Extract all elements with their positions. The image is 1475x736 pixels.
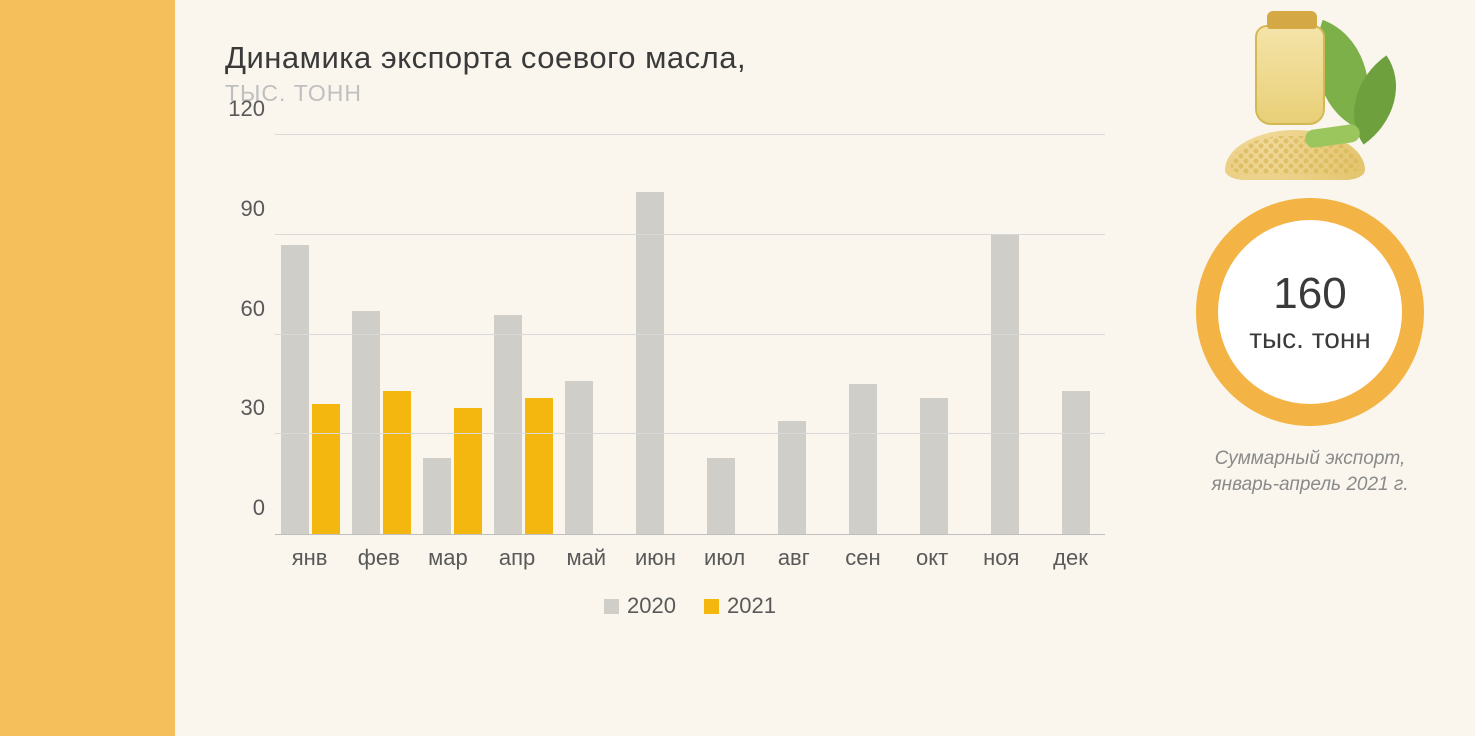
bar [312, 404, 340, 534]
bar [636, 192, 664, 534]
x-axis-labels: янвфевмарапрмайиюниюлавгсеноктноядек [275, 545, 1105, 571]
month-group [275, 135, 346, 534]
main-panel: Динамика экспорта соевого масла, ТЫС. ТО… [175, 0, 1475, 736]
y-tick-label: 90 [220, 196, 265, 222]
month-group [559, 135, 630, 534]
x-tick-label: янв [275, 545, 344, 571]
left-accent-stripe [0, 0, 175, 736]
bar [494, 315, 522, 534]
x-tick-label: ноя [967, 545, 1036, 571]
month-group [985, 135, 1056, 534]
gridline [275, 134, 1105, 135]
x-tick-label: сен [828, 545, 897, 571]
legend-item: 2020 [604, 593, 676, 619]
y-tick-label: 60 [220, 296, 265, 322]
legend-item: 2021 [704, 593, 776, 619]
chart-plot-area: 0306090120 [275, 135, 1105, 535]
kpi-unit: тыс. тонн [1249, 323, 1371, 355]
bar [281, 245, 309, 534]
month-group [488, 135, 559, 534]
month-group [701, 135, 772, 534]
x-tick-label: фев [344, 545, 413, 571]
y-tick-label: 0 [220, 495, 265, 521]
x-tick-label: авг [759, 545, 828, 571]
side-panel: 160 тыс. тонн Суммарный экспорт, январь-… [1185, 20, 1435, 497]
soy-pod-icon [1304, 123, 1361, 148]
x-tick-label: дек [1036, 545, 1105, 571]
legend-label: 2020 [627, 593, 676, 619]
bar [778, 421, 806, 534]
gridline [275, 433, 1105, 434]
bar [991, 235, 1019, 534]
month-group [630, 135, 701, 534]
bar [920, 398, 948, 534]
legend-swatch [704, 599, 719, 614]
x-tick-label: июл [690, 545, 759, 571]
kpi-caption: Суммарный экспорт, январь-апрель 2021 г. [1211, 446, 1408, 497]
month-group [914, 135, 985, 534]
soybean-oil-icon [1210, 20, 1410, 180]
month-group [417, 135, 488, 534]
y-tick-label: 30 [220, 395, 265, 421]
kpi-circle: 160 тыс. тонн [1196, 198, 1424, 426]
x-tick-label: май [552, 545, 621, 571]
month-group [843, 135, 914, 534]
x-tick-label: окт [898, 545, 967, 571]
bar [352, 311, 380, 534]
month-group [772, 135, 843, 534]
bar [565, 381, 593, 534]
bar [707, 458, 735, 534]
bar-chart: 0306090120 янвфевмарапрмайиюниюлавгсенок… [225, 135, 1105, 619]
gridline [275, 334, 1105, 335]
kpi-value: 160 [1273, 269, 1346, 319]
kpi-caption-line2: январь-апрель 2021 г. [1211, 474, 1408, 495]
month-group [1056, 135, 1127, 534]
kpi-caption-line1: Суммарный экспорт, [1215, 448, 1406, 469]
bars-row [275, 135, 1105, 534]
chart-legend: 2020 2021 [275, 593, 1105, 619]
legend-swatch [604, 599, 619, 614]
x-tick-label: мар [413, 545, 482, 571]
month-group [346, 135, 417, 534]
y-tick-label: 120 [220, 96, 265, 122]
bar [423, 458, 451, 534]
legend-label: 2021 [727, 593, 776, 619]
bar [454, 408, 482, 534]
bar [1062, 391, 1090, 534]
gridline [275, 234, 1105, 235]
x-tick-label: июн [621, 545, 690, 571]
bar [525, 398, 553, 534]
jar-icon [1255, 25, 1325, 125]
bar [383, 391, 411, 534]
bar [849, 384, 877, 534]
x-tick-label: апр [483, 545, 552, 571]
